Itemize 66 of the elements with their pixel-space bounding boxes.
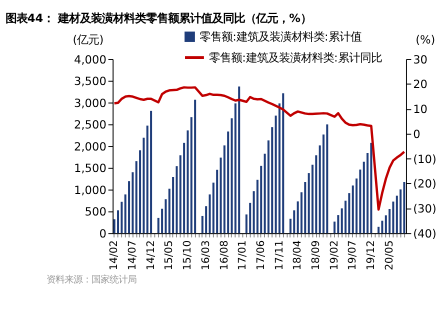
x-tick-label: 18/09 [310,240,322,270]
bar [392,202,394,234]
x-tick-label: 17/06 [254,240,267,270]
y-tick-label: 0 [99,226,106,240]
bar [348,193,350,234]
bar [238,86,240,234]
x-tick-label: 14/12 [144,240,157,270]
y2-tick-label: (20) [413,176,436,191]
text: 资料来源：国家统计局 [46,274,136,286]
y2-axis-title: (%) [416,32,436,46]
x-tick-label: 18/04 [292,240,304,270]
bar [282,93,284,234]
x-tick-label: 14/07 [126,240,139,270]
x-tick-label: 16/03 [200,240,212,270]
bar [176,166,178,234]
y2-tick-label: (40) [413,226,436,240]
y-axis-title: (亿元) [72,32,104,46]
bar [194,100,196,234]
y-tick-label: 500 [84,204,106,219]
x-tick-label: 19/12 [365,240,378,270]
y2-tick-label: 0 [413,126,420,141]
bar [150,110,152,234]
y-tick-label: 4,000 [74,52,106,66]
y2-tick-label: 10 [413,102,428,116]
x-tick-label: 17/11 [273,240,286,270]
bar [359,170,362,234]
bar [142,138,145,234]
bar [227,131,230,234]
y-tick-label: 1,500 [74,161,106,176]
chart-title: 图表44： 建材及装潢材料类零售额累计值及同比（亿元，%） [5,11,312,26]
bar [381,220,384,234]
x-tick-label: 15/10 [182,240,194,270]
y-tick-label: 2,500 [74,118,106,132]
y2-tick-label: 20 [413,77,428,92]
bar [326,124,328,234]
bar [293,210,296,234]
x-tick-label: 19/02 [328,240,340,270]
y-tick-label: 2,000 [74,139,106,154]
bar [216,170,218,234]
x-tick-label: 19/07 [346,240,359,270]
x-tick-label: 14/02 [108,240,120,270]
line-series [113,86,406,211]
y-tick-label: 3,000 [74,96,106,110]
bar [249,202,252,234]
y2-tick-label: (30) [413,202,436,216]
x-tick-label: 16/08 [218,240,230,270]
bar [271,127,274,234]
y2-tick-label: (10) [413,152,436,166]
x-tick-label: 20/05 [383,240,396,270]
x-tick-label: 15/05 [163,240,176,270]
bar [304,182,306,234]
x-tick-label: 17/01 [236,240,249,270]
bar [315,155,318,234]
bar [164,199,167,234]
bar [403,182,406,234]
y2-tick-label: 30 [413,52,428,66]
bar [120,202,123,234]
y-tick-label: 3,500 [74,74,106,88]
legend-label: 零售额:建筑及装潢材料类:累计同比 [209,50,382,64]
bar [260,166,262,234]
y-tick-label: 1,000 [74,182,106,197]
bar [337,215,340,234]
bar [370,142,372,234]
bar [205,206,208,234]
legend-label: 零售额:建筑及装潢材料类:累计值 [200,30,362,44]
bar [132,172,134,234]
